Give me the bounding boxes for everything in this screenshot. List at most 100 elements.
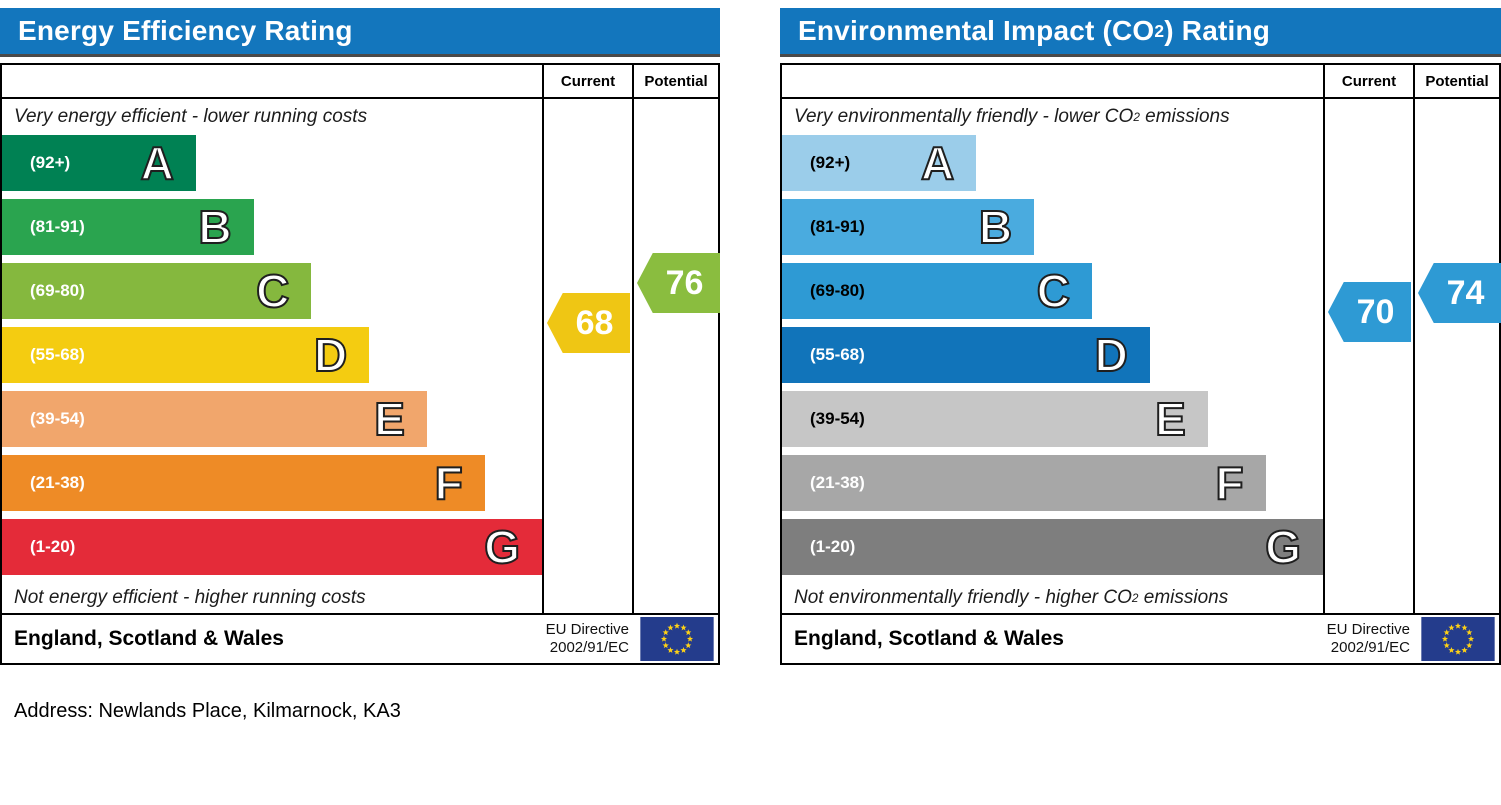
band-row-b: (81-91) B (782, 199, 1323, 263)
bottom-caption-text: Not energy efficient - higher running co… (14, 587, 366, 608)
current-column-header: Current (542, 65, 632, 97)
current-column-header: Current (1323, 65, 1413, 97)
band-row-d: (55-68) D (2, 327, 542, 391)
current-score: 68 (575, 303, 614, 342)
current-arrow: 70 (1328, 282, 1411, 342)
bottom-caption-text: Not environmentally friendly - higher CO (794, 587, 1132, 608)
band-row-a: (92+) A (2, 135, 542, 199)
band-range-label: (92+) (810, 153, 851, 172)
panel-title: Environmental Impact (CO 2) Rating (780, 8, 1501, 57)
property-address: Address: Newlands Place, Kilmarnock, KA3 (14, 700, 401, 722)
band-row-c: (69-80) C (2, 263, 542, 327)
band-range-label: (21-38) (30, 473, 85, 492)
band-bar-c: (69-80) C (2, 263, 312, 319)
band-row-b: (81-91) B (2, 199, 542, 263)
band-row-g: (1-20) G (2, 519, 542, 583)
band-range-label: (69-80) (30, 281, 85, 300)
rating-table: Current Potential Very energy efficient … (0, 63, 720, 665)
panel-title-subscript: 2 (1154, 20, 1165, 41)
eu-directive-line2: 2002/91/EC (549, 639, 629, 656)
band-letter: C (1036, 264, 1071, 318)
table-header-row: Current Potential (782, 65, 1499, 99)
current-value-column: 68 (542, 99, 632, 613)
table-body: Very energy efficient - lower running co… (2, 99, 720, 613)
band-bar-d: (55-68) D (2, 327, 370, 383)
table-footer-row: England, Scotland & Wales EU Directive 2… (782, 613, 1499, 663)
band-letter: G (1264, 520, 1302, 574)
band-bar-c: (69-80) C (782, 263, 1092, 319)
panel-title-text-post: ) Rating (1164, 15, 1271, 46)
band-range-label: (39-54) (30, 409, 85, 428)
band-letter: E (373, 392, 406, 446)
eu-directive-label: EU Directive 2002/91/EC (546, 621, 629, 657)
band-letter: B (978, 200, 1013, 254)
ratings-area: Very environmentally friendly - lower CO… (782, 99, 1323, 613)
band-range-label: (39-54) (810, 409, 865, 428)
energy-efficiency-panel: Energy Efficiency Rating Current Potenti… (0, 8, 720, 665)
band-row-d: (55-68) D (782, 327, 1323, 391)
band-letter: C (255, 264, 290, 318)
eu-flag-icon (640, 617, 714, 661)
bottom-caption: Not energy efficient - higher running co… (2, 583, 542, 613)
band-letter: A (140, 136, 175, 190)
band-range-label: (69-80) (810, 281, 865, 300)
rating-table: Current Potential Very environmentally f… (780, 63, 1501, 665)
band-row-f: (21-38) F (782, 455, 1323, 519)
band-letter: E (1154, 392, 1187, 446)
top-caption-text-post: emissions (1139, 106, 1230, 127)
region-label: England, Scotland & Wales (14, 627, 284, 650)
band-bar-a: (92+) A (2, 135, 196, 191)
top-caption-text: Very energy efficient - lower running co… (14, 106, 368, 127)
band-bar-f: (21-38) F (2, 455, 485, 511)
band-bar-b: (81-91) B (782, 199, 1035, 255)
band-row-g: (1-20) G (782, 519, 1323, 583)
band-range-label: (81-91) (30, 217, 85, 236)
band-letter: F (1215, 456, 1245, 510)
band-letter: G (483, 520, 521, 574)
eu-directive-line1: EU Directive (545, 621, 629, 638)
band-bar-g: (1-20) G (2, 519, 542, 575)
potential-column-header: Potential (1413, 65, 1499, 97)
current-score: 70 (1356, 292, 1395, 331)
band-range-label: (1-20) (30, 537, 76, 556)
top-caption: Very environmentally friendly - lower CO… (782, 99, 1323, 135)
panel-title: Energy Efficiency Rating (0, 8, 720, 57)
header-spacer-cell (782, 65, 1323, 97)
potential-column-header: Potential (632, 65, 718, 97)
band-bar-b: (81-91) B (2, 199, 254, 255)
panel-title-text: Energy Efficiency Rating (18, 15, 353, 46)
top-caption-subscript: 2 (1133, 110, 1140, 124)
environmental-impact-panel: Environmental Impact (CO 2) Rating Curren… (780, 8, 1501, 665)
band-row-f: (21-38) F (2, 455, 542, 519)
band-row-e: (39-54) E (782, 391, 1323, 455)
table-header-row: Current Potential (2, 65, 718, 99)
band-range-label: (21-38) (810, 473, 865, 492)
eu-flag-icon (1421, 617, 1495, 661)
band-letter: B (197, 200, 232, 254)
bands: (92+) A (81-91) B (69-80) C (55-68) D (39-54) E (2… (2, 135, 542, 583)
top-caption-text: Very environmentally friendly - lower CO (794, 106, 1134, 127)
potential-arrow: 76 (637, 253, 720, 313)
band-row-a: (92+) A (782, 135, 1323, 199)
current-value-column: 70 (1323, 99, 1413, 613)
top-caption: Very energy efficient - lower running co… (2, 99, 542, 135)
band-range-label: (55-68) (30, 345, 85, 364)
potential-value-column: 76 (632, 99, 720, 613)
eu-directive-line2: 2002/91/EC (1330, 639, 1410, 656)
band-row-e: (39-54) E (2, 391, 542, 455)
bands: (92+) A (81-91) B (69-80) C (55-68) D (39-54) E (2… (782, 135, 1323, 583)
region-label: England, Scotland & Wales (794, 627, 1064, 650)
band-letter: D (1094, 328, 1129, 382)
band-bar-e: (39-54) E (2, 391, 427, 447)
band-row-c: (69-80) C (782, 263, 1323, 327)
potential-value-column: 74 (1413, 99, 1501, 613)
band-letter: D (313, 328, 348, 382)
band-bar-f: (21-38) F (782, 455, 1266, 511)
band-bar-e: (39-54) E (782, 391, 1208, 447)
eu-directive-label: EU Directive 2002/91/EC (1327, 621, 1410, 657)
current-arrow: 68 (547, 293, 630, 353)
ratings-area: Very energy efficient - lower running co… (2, 99, 542, 613)
panel-title-text: Environmental Impact (CO (798, 15, 1155, 46)
potential-score: 76 (665, 263, 704, 302)
